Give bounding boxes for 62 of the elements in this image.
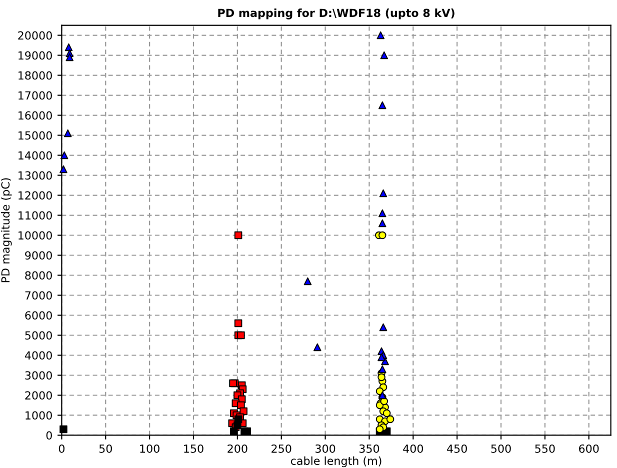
y-tick-label: 12000 bbox=[18, 191, 52, 200]
x-tick-label: 250 bbox=[272, 444, 292, 453]
point bbox=[60, 425, 68, 434]
y-tick-label: 20000 bbox=[18, 31, 52, 40]
point bbox=[234, 231, 242, 240]
y-tick-label: 8000 bbox=[25, 271, 52, 280]
point bbox=[304, 277, 312, 286]
point bbox=[386, 415, 394, 424]
point bbox=[378, 231, 386, 240]
y-tick-label: 4000 bbox=[24, 351, 52, 360]
y-tick-label: 11000 bbox=[18, 211, 52, 220]
chart-title: PD mapping for D:\WDF18 (upto 8 kV) bbox=[218, 8, 454, 20]
x-tick-label: 200 bbox=[228, 444, 248, 453]
y-tick-label: 0 bbox=[46, 431, 52, 440]
y-tick-label: 3000 bbox=[25, 371, 52, 380]
x-tick-label: 400 bbox=[403, 444, 424, 453]
x-tick-label: 0 bbox=[58, 444, 64, 453]
point bbox=[66, 53, 74, 62]
point bbox=[378, 101, 386, 110]
x-tick-label: 600 bbox=[579, 444, 599, 453]
x-tick-label: 50 bbox=[99, 444, 112, 453]
point bbox=[378, 219, 386, 228]
point bbox=[237, 331, 245, 340]
point bbox=[376, 31, 385, 40]
y-tick-label: 16000 bbox=[18, 111, 52, 120]
y-tick-label: 10000 bbox=[18, 231, 52, 240]
point bbox=[64, 129, 72, 138]
point bbox=[378, 209, 386, 218]
y-axis-title: PD magnitude (pC) bbox=[1, 178, 12, 282]
y-tick-label: 14000 bbox=[18, 151, 52, 160]
y-tick-label: 17000 bbox=[18, 91, 52, 100]
y-tick-label: 9000 bbox=[25, 251, 52, 260]
x-tick-label: 150 bbox=[184, 444, 204, 453]
point bbox=[380, 51, 388, 60]
x-tick-label: 500 bbox=[491, 444, 511, 453]
y-tick-label: 5000 bbox=[25, 331, 52, 340]
x-axis-title: cable length (m) bbox=[290, 456, 382, 468]
point bbox=[243, 427, 251, 436]
x-tick-label: 350 bbox=[359, 444, 380, 453]
y-tick-label: 18000 bbox=[18, 71, 52, 80]
point bbox=[60, 165, 68, 174]
x-tick-label: 300 bbox=[316, 444, 336, 453]
point bbox=[379, 189, 388, 198]
y-tick-label: 6000 bbox=[25, 311, 52, 320]
point bbox=[379, 323, 388, 332]
y-tick-label: 7000 bbox=[25, 291, 52, 300]
point bbox=[378, 373, 386, 382]
point bbox=[234, 319, 242, 328]
point bbox=[381, 357, 389, 366]
point bbox=[378, 365, 386, 374]
y-tick-label: 1000 bbox=[26, 411, 52, 420]
y-tick-label: 19000 bbox=[18, 51, 52, 60]
x-tick-label: 450 bbox=[447, 444, 467, 453]
point bbox=[382, 409, 391, 418]
y-tick-label: 15000 bbox=[18, 131, 52, 140]
y-tick-label: 2000 bbox=[25, 391, 52, 400]
point bbox=[313, 343, 322, 352]
point bbox=[64, 43, 73, 52]
x-tick-label: 550 bbox=[535, 444, 555, 453]
y-tick-label: 13000 bbox=[18, 171, 52, 180]
point bbox=[60, 151, 68, 160]
x-tick-label: 100 bbox=[140, 444, 160, 453]
